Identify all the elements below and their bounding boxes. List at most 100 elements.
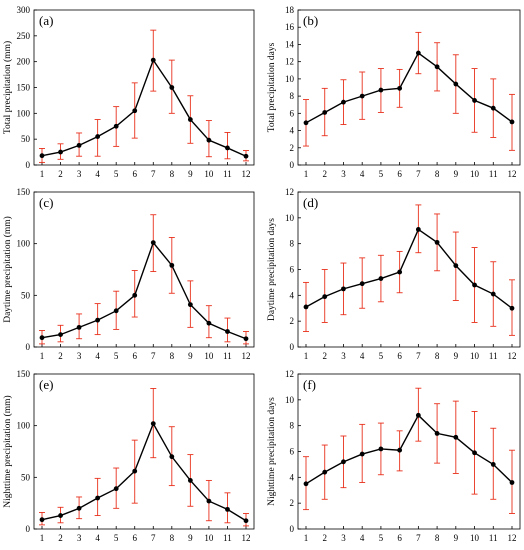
- x-tick-label: 7: [416, 533, 421, 543]
- x-tick-label: 9: [454, 169, 459, 179]
- data-point: [397, 447, 403, 453]
- data-point: [322, 294, 328, 300]
- data-point: [225, 506, 230, 512]
- data-point: [76, 142, 82, 148]
- x-tick-label: 12: [242, 169, 251, 179]
- x-tick-label: 5: [114, 169, 119, 179]
- y-tick-label: 0: [26, 342, 31, 352]
- data-point: [341, 459, 346, 465]
- data-point: [150, 421, 156, 426]
- x-tick-label: 2: [322, 169, 327, 179]
- data-point: [341, 286, 346, 292]
- data-point: [206, 320, 212, 326]
- y-tick-label: 12: [285, 187, 294, 197]
- x-tick-label: 7: [151, 533, 156, 543]
- data-point: [58, 332, 63, 337]
- series-line: [305, 414, 513, 485]
- data-point: [472, 282, 477, 288]
- x-tick-label: 2: [322, 533, 327, 543]
- panel-label: (c): [39, 195, 53, 210]
- y-tick-label: 8: [290, 91, 295, 101]
- x-tick-label: 3: [77, 169, 82, 179]
- x-tick-label: 5: [114, 351, 119, 361]
- x-tick-label: 5: [379, 169, 384, 179]
- y-tick-label: 100: [17, 108, 31, 118]
- x-tick-label: 3: [77, 533, 82, 543]
- y-tick-label: 300: [17, 5, 31, 15]
- data-point: [187, 302, 193, 308]
- y-tick-label: 14: [285, 39, 295, 49]
- series-line: [41, 421, 247, 522]
- x-tick-label: 2: [322, 351, 327, 361]
- x-tick-label: 2: [58, 169, 63, 179]
- x-tick-label: 12: [242, 533, 251, 543]
- panel-label: (a): [39, 13, 53, 28]
- x-tick-label: 3: [341, 351, 346, 361]
- y-axis-label: Nighttime precipitation (mm): [2, 395, 13, 507]
- data-point: [39, 153, 45, 159]
- x-tick-label: 1: [40, 533, 45, 543]
- x-tick-label: 11: [489, 169, 498, 179]
- x-tick-label: 10: [470, 351, 480, 361]
- x-tick-label: 8: [170, 533, 175, 543]
- x-tick-label: 4: [360, 351, 365, 361]
- data-point: [113, 123, 119, 129]
- x-tick-label: 1: [40, 169, 45, 179]
- panel-label: (f): [303, 377, 316, 392]
- data-point: [95, 134, 101, 139]
- data-point: [132, 468, 138, 474]
- data-point: [453, 434, 459, 440]
- x-tick-label: 5: [114, 533, 119, 543]
- plot-frame: [33, 191, 255, 348]
- data-point: [303, 304, 309, 310]
- x-tick-label: 4: [95, 169, 100, 179]
- data-point: [322, 469, 328, 475]
- x-tick-label: 12: [508, 169, 517, 179]
- x-tick-label: 12: [508, 351, 517, 361]
- panel-label: (b): [303, 13, 318, 28]
- data-point: [341, 99, 346, 105]
- data-point: [322, 110, 328, 115]
- x-tick-label: 1: [304, 351, 309, 361]
- x-tick-label: 9: [188, 169, 193, 179]
- x-tick-label: 6: [132, 533, 137, 543]
- x-tick-label: 9: [188, 533, 193, 543]
- data-point: [169, 85, 175, 90]
- x-tick-label: 1: [40, 351, 45, 361]
- x-tick-label: 3: [77, 351, 82, 361]
- y-tick-label: 100: [17, 239, 31, 249]
- x-tick-label: 8: [170, 351, 175, 361]
- y-tick-label: 12: [285, 369, 294, 379]
- data-point: [415, 227, 421, 232]
- data-point: [243, 336, 249, 342]
- x-tick-label: 11: [489, 351, 498, 361]
- panel-label: (d): [303, 195, 318, 210]
- data-point: [434, 64, 440, 70]
- x-tick-label: 11: [223, 533, 232, 543]
- data-point: [206, 498, 212, 504]
- x-tick-label: 1: [304, 533, 309, 543]
- y-tick-label: 50: [21, 472, 31, 482]
- data-point: [206, 137, 212, 143]
- data-point: [187, 478, 193, 483]
- data-point: [113, 308, 119, 314]
- x-tick-label: 11: [223, 351, 232, 361]
- data-point: [509, 305, 515, 311]
- x-tick-label: 11: [223, 169, 232, 179]
- data-point: [187, 117, 193, 122]
- y-axis-label: Total precipitation days: [267, 42, 277, 132]
- x-tick-label: 8: [435, 351, 440, 361]
- x-tick-label: 12: [508, 533, 517, 543]
- x-tick-label: 12: [242, 351, 251, 361]
- data-point: [169, 454, 175, 460]
- data-point: [132, 292, 138, 298]
- data-point: [397, 269, 403, 275]
- data-point: [113, 486, 119, 492]
- data-point: [39, 517, 45, 523]
- data-point: [95, 317, 101, 323]
- y-tick-label: 2: [290, 498, 295, 508]
- data-point: [95, 495, 101, 501]
- y-tick-label: 8: [290, 239, 295, 249]
- x-tick-label: 8: [170, 169, 175, 179]
